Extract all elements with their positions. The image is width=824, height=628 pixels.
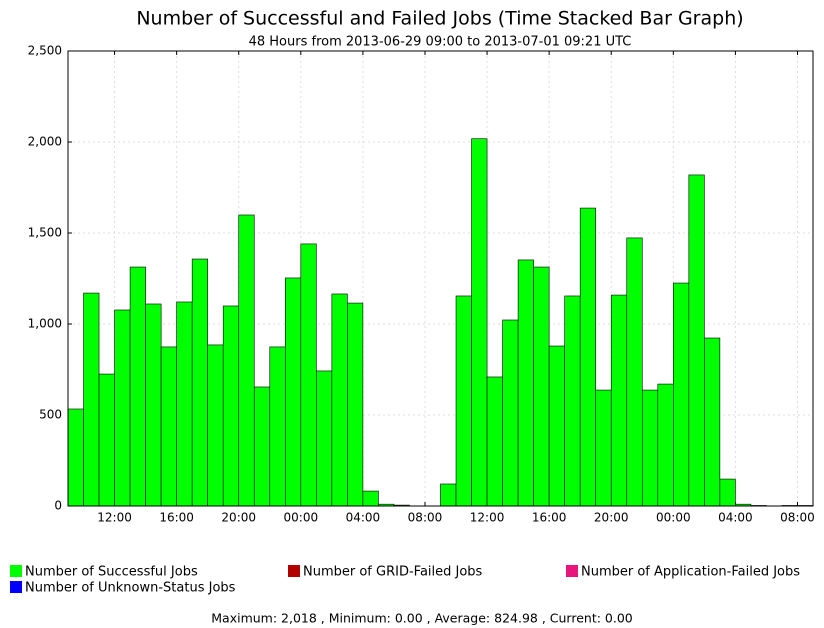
bar	[207, 344, 224, 507]
y-tick-label: 1,000	[28, 317, 62, 331]
y-tick-label: 2,000	[28, 135, 62, 149]
bar	[626, 237, 643, 507]
bar	[486, 376, 503, 507]
legend-swatch	[10, 565, 22, 577]
bar	[160, 346, 177, 507]
bar	[673, 282, 690, 507]
y-tick-label: 1,500	[28, 226, 62, 240]
x-tick-label: 04:00	[718, 511, 753, 525]
bar	[533, 266, 550, 507]
legend-label: Number of Application-Failed Jobs	[581, 565, 800, 580]
bar	[114, 309, 131, 507]
x-tick-label: 08:00	[408, 511, 443, 525]
y-tick-label: 0	[54, 499, 62, 513]
x-tick-label: 00:00	[656, 511, 691, 525]
bar	[564, 295, 581, 507]
x-tick-label: 12:00	[470, 511, 505, 525]
bar	[502, 319, 519, 507]
x-tick-label: 20:00	[594, 511, 629, 525]
x-tick-label: 12:00	[97, 511, 132, 525]
bar	[641, 389, 659, 507]
x-tick-label: 16:00	[532, 511, 567, 525]
bar	[688, 174, 705, 507]
x-tick-label: 20:00	[221, 511, 256, 525]
bar	[176, 301, 193, 507]
bar	[455, 295, 472, 507]
bar	[129, 266, 146, 507]
x-tick-label: 08:00	[780, 511, 815, 525]
chart-subtitle: 48 Hours from 2013-06-29 09:00 to 2013-0…	[249, 35, 632, 50]
x-tick-label: 04:00	[346, 511, 381, 525]
bar	[222, 305, 240, 507]
bar	[610, 294, 628, 507]
bar	[440, 483, 457, 507]
legend-swatch	[10, 581, 22, 593]
bar	[253, 386, 271, 507]
y-tick-label: 500	[39, 408, 62, 422]
bar	[98, 373, 115, 507]
bar	[362, 490, 379, 507]
legend-label: Number of Successful Jobs	[25, 565, 198, 580]
bar	[284, 277, 302, 507]
bar	[269, 346, 286, 507]
chart-title: Number of Successful and Failed Jobs (Ti…	[136, 8, 743, 30]
bar	[471, 138, 488, 507]
x-tick-label: 00:00	[284, 511, 319, 525]
bar	[548, 345, 565, 507]
bar	[145, 303, 162, 507]
legend-swatch	[288, 565, 300, 577]
bar	[579, 207, 597, 507]
x-tick-label: 16:00	[159, 511, 194, 525]
y-tick-label: 2,500	[28, 44, 62, 58]
bar	[657, 383, 674, 507]
legend-label: Number of GRID-Failed Jobs	[303, 565, 483, 580]
bar	[316, 370, 333, 507]
bar	[83, 292, 100, 507]
legend-swatch	[566, 565, 578, 577]
plot-frame	[67, 50, 814, 507]
bar	[191, 258, 208, 507]
footer: Maximum: 2,018 , Minimum: 0.00 , Average…	[211, 611, 633, 626]
bar	[347, 302, 364, 507]
bar	[595, 389, 612, 507]
legend-label: Number of Unknown-Status Jobs	[25, 581, 236, 596]
bar	[719, 478, 736, 507]
bar	[517, 259, 534, 507]
bar	[238, 214, 255, 507]
bar	[704, 337, 721, 507]
bar	[300, 243, 317, 507]
bar	[67, 408, 84, 507]
bar	[331, 293, 348, 507]
